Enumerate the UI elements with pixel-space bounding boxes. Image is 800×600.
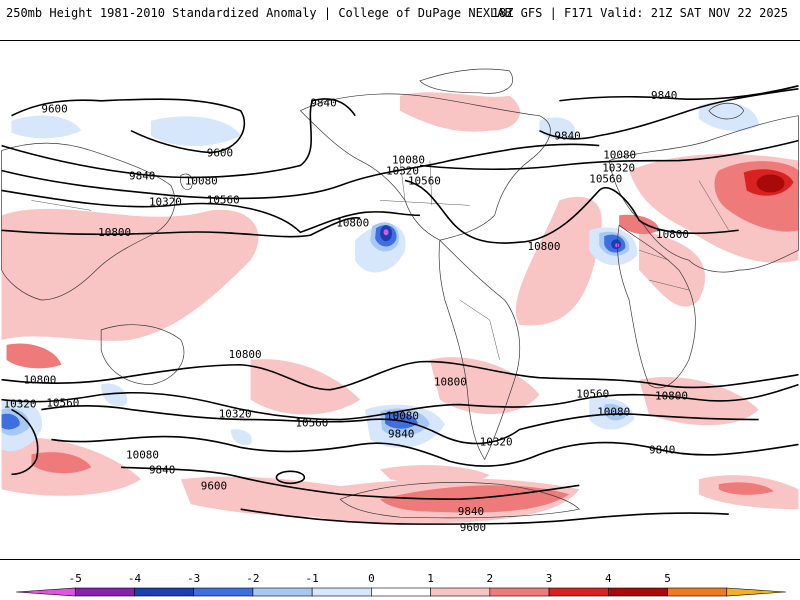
colorbar-segment (15, 587, 76, 597)
contour-label: 9600 (460, 521, 486, 534)
contour-label: 10320 (4, 398, 37, 411)
colorbar-segment (311, 587, 372, 597)
contour-label: 9600 (207, 147, 233, 160)
extreme-positive-anomaly (756, 174, 785, 193)
contour-label: 10560 (589, 172, 622, 185)
contour-label: 9600 (201, 479, 227, 492)
contour-label: 10080 (392, 154, 425, 167)
colorbar-segment (74, 587, 135, 597)
colorbar-segment (134, 587, 194, 597)
contour-label: 10320 (149, 195, 182, 208)
extreme-negative-anomaly-core (383, 229, 620, 248)
contour-label: 10320 (480, 435, 513, 448)
colorbar-segment (193, 587, 254, 597)
contour-label: 10800 (229, 348, 262, 361)
map-title: 250mb Height 1981-2010 Standardized Anom… (6, 6, 512, 20)
contour-label: 10800 (528, 240, 561, 253)
colorbar-tick-label: 3 (546, 572, 553, 585)
run-valid-time: 18Z GFS | F171 Valid: 21Z SAT NOV 22 202… (491, 6, 788, 20)
contour-label: 10560 (46, 397, 79, 410)
contour-label: 9840 (651, 89, 677, 102)
contour-labels: 9600 9600 9840 9840 10080 10320 10560 10… (4, 89, 689, 534)
contour-label: 10560 (408, 174, 441, 187)
contour-label: 10320 (602, 161, 635, 174)
contour-label: 10320 (386, 164, 419, 177)
contour-label: 10080 (603, 149, 636, 162)
contour-label: 10080 (126, 448, 159, 461)
contour-label: 10080 (185, 174, 218, 187)
contour-label: 9840 (458, 505, 484, 518)
colorbar-ticks: -5 -4 -3 -2 -1 0 1 2 3 4 5 (69, 572, 671, 585)
colorbar-tick-label: 1 (427, 572, 434, 585)
colorbar-tick-label: -5 (69, 572, 82, 585)
colorbar-segment (608, 587, 668, 597)
contour-label: 9600 (41, 103, 67, 116)
colorbar-tick-label: -3 (187, 572, 200, 585)
political-borders (31, 160, 729, 360)
contour-label: 10560 (295, 417, 328, 430)
contour-label: 10800 (23, 374, 56, 387)
contour-label: 10800 (655, 390, 688, 403)
contour-label: 9840 (149, 463, 175, 476)
colorbar-segment (371, 587, 431, 597)
contour-label: 10800 (656, 228, 689, 241)
contour-label: 10320 (219, 408, 252, 421)
contour-label: 10560 (207, 193, 240, 206)
contour-label: 9840 (554, 130, 580, 143)
contour-label: 10080 (386, 410, 419, 423)
colorbar-tick-label: 2 (487, 572, 494, 585)
colorbar-segment (430, 587, 491, 597)
contour-label: 9840 (388, 427, 414, 440)
colorbar-segment (726, 587, 787, 597)
colorbar-tick-label: 5 (664, 572, 671, 585)
colorbar-segments (15, 587, 787, 597)
contour-label: 9840 (310, 97, 336, 110)
contour-label: 9840 (129, 169, 155, 182)
contour-label: 10560 (576, 388, 609, 401)
contour-label: 10080 (597, 406, 630, 419)
colorbar-segment (667, 587, 728, 597)
anomaly-colorbar: -5 -4 -3 -2 -1 0 1 2 3 4 5 (15, 572, 787, 597)
height-contours (1, 85, 799, 525)
colorbar-segment (489, 587, 550, 597)
contour-label: 10800 (434, 376, 467, 389)
colorbar-segment (548, 587, 609, 597)
colorbar-tick-label: -2 (246, 572, 259, 585)
colorbar-tick-label: 4 (605, 572, 612, 585)
contour-label: 9840 (649, 443, 675, 456)
colorbar-tick-label: -4 (128, 572, 142, 585)
colorbar-tick-label: -1 (306, 572, 319, 585)
anomaly-map: 9600 9600 9840 9840 10080 10320 10560 10… (0, 40, 800, 560)
colorbar-segment (252, 587, 313, 597)
colorbar-tick-label: 0 (368, 572, 375, 585)
contour-label: 10800 (336, 216, 369, 229)
contour-label: 10800 (98, 226, 131, 239)
